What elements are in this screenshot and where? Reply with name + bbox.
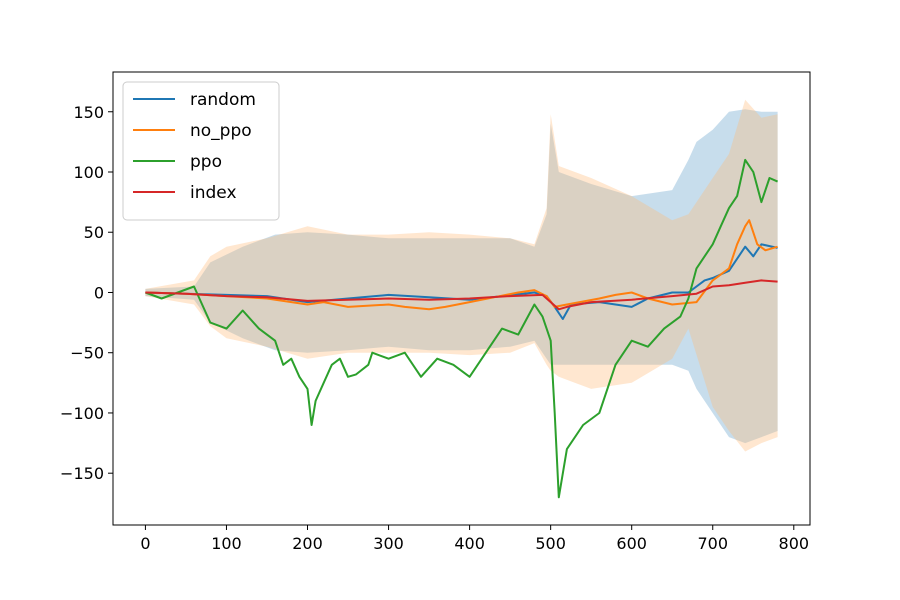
- series-lines: [145, 158, 779, 499]
- band-no-ppo: [145, 99, 778, 452]
- x-tick-label: 500: [535, 534, 566, 553]
- y-tick-label: −150: [60, 464, 104, 483]
- legend-label-no-ppo: no_ppo: [190, 121, 252, 141]
- y-tick-label: 100: [73, 163, 104, 182]
- series-line-ppo: [145, 158, 779, 499]
- x-tick-label: 700: [697, 534, 728, 553]
- legend-label-index: index: [190, 183, 237, 203]
- x-tick-label: 300: [373, 534, 404, 553]
- y-tick-label: 150: [73, 103, 104, 122]
- y-tick-label: −50: [70, 344, 104, 363]
- x-tick-label: 0: [140, 534, 150, 553]
- x-axis: 0 100 200 300 400 500 600 700 800: [140, 525, 809, 553]
- y-tick-label: −100: [60, 404, 104, 423]
- plot-frame: [112, 71, 811, 526]
- legend-label-random: random: [190, 90, 256, 110]
- y-axis: 150 100 50 0 −50 −100 −150: [60, 103, 113, 483]
- x-tick-label: 400: [454, 534, 485, 553]
- y-tick-label: 50: [84, 223, 104, 242]
- series-line-index: [145, 279, 778, 311]
- y-tick-label: 0: [94, 283, 104, 302]
- x-tick-label: 100: [211, 534, 242, 553]
- legend-label-ppo: ppo: [190, 152, 222, 172]
- x-tick-label: 600: [616, 534, 647, 553]
- x-tick-label: 800: [779, 534, 810, 553]
- legend-box: [122, 81, 280, 221]
- x-tick-label: 200: [292, 534, 323, 553]
